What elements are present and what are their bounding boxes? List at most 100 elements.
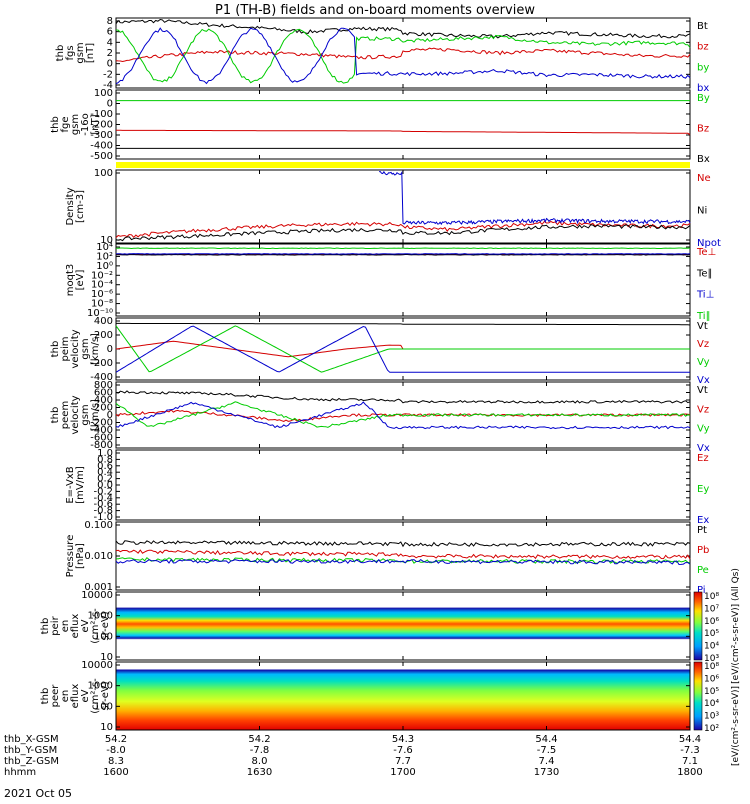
y-tick-label: 0.4 bbox=[97, 467, 113, 478]
panel-5: 400 200 0 -200 -400 thb peim velocity gsm [km/s] V… bbox=[50, 316, 710, 386]
y-tick-label: 10⁻⁴ bbox=[91, 280, 113, 291]
y-tick-label: -200 bbox=[90, 358, 113, 369]
y-tick-label: -0.4 bbox=[93, 493, 113, 504]
series-bx bbox=[115, 27, 691, 85]
y-tick-label: 10⁻⁸ bbox=[91, 299, 113, 310]
colorbar-tick: 10² bbox=[704, 724, 719, 734]
series-Vx bbox=[115, 401, 691, 430]
legend-entry: Vt bbox=[697, 385, 708, 396]
legend-entry: Vx bbox=[697, 443, 710, 454]
panel-frame bbox=[115, 449, 691, 521]
colorbar-tick: 10⁴ bbox=[704, 642, 719, 652]
panel-frame bbox=[115, 381, 691, 449]
y-tick-label: 100 bbox=[94, 701, 113, 712]
y-tick-label: -0.8 bbox=[93, 506, 113, 517]
y-tick-label: 600 bbox=[94, 388, 113, 399]
legend-entry: Ti⊥ bbox=[696, 290, 714, 301]
legend-entry: Pe bbox=[697, 565, 709, 576]
y-axis-label: moqt3 bbox=[65, 264, 76, 297]
y-tick-label: -500 bbox=[90, 151, 113, 162]
y-tick-label: -400 bbox=[90, 141, 113, 152]
series-Ne bbox=[115, 220, 691, 239]
y-tick-label: 2 bbox=[107, 48, 113, 59]
colorbar-label: [eV/(cm²-s-sr-eV)] bbox=[731, 686, 741, 766]
y-axis-label: gsm bbox=[80, 404, 91, 425]
legend-entry: Pb bbox=[697, 545, 709, 556]
y-axis-label: peir bbox=[50, 615, 61, 635]
y-axis-label: thb bbox=[50, 116, 61, 133]
y-tick-label: 0.8 bbox=[97, 454, 113, 465]
y-tick-label: 1.0 bbox=[97, 448, 113, 459]
x-axis-value: 54.2 bbox=[105, 734, 127, 745]
series-Vt bbox=[116, 322, 691, 326]
y-tick-label: 6 bbox=[107, 27, 113, 38]
y-tick-label: 10000 bbox=[81, 660, 113, 671]
legend-entry: Ey bbox=[697, 484, 709, 495]
x-axis-row-label: thb_Z-GSM bbox=[4, 756, 59, 767]
y-axis-label: Pressure bbox=[65, 535, 76, 578]
colorbar-tick: 10⁷ bbox=[704, 604, 719, 614]
y-tick-label: -200 bbox=[90, 418, 113, 429]
y-axis-label: eV bbox=[80, 619, 91, 632]
y-tick-label: -2 bbox=[103, 69, 113, 80]
y-axis-label: [nPa] bbox=[75, 543, 86, 569]
legend-entry: Npot bbox=[697, 238, 721, 249]
y-tick-label: -400 bbox=[90, 425, 113, 436]
y-tick-label: 100 bbox=[94, 88, 113, 99]
legend-entry: bz bbox=[697, 42, 709, 53]
y-axis-label: en bbox=[60, 690, 71, 703]
legend-entry: Vz bbox=[697, 339, 709, 350]
legend-entry: Vz bbox=[697, 404, 709, 415]
series-Vt bbox=[115, 390, 691, 404]
legend-entry: Pt bbox=[697, 525, 707, 536]
legend-entry: Ne bbox=[697, 173, 711, 184]
x-axis-value: -7.8 bbox=[250, 745, 270, 756]
y-tick-label: -300 bbox=[90, 130, 113, 141]
y-axis-label: thb bbox=[40, 688, 51, 705]
y-tick-label: 100 bbox=[94, 168, 113, 179]
x-axis-value: 54.4 bbox=[535, 734, 557, 745]
x-axis-value: -8.0 bbox=[106, 745, 126, 756]
colorbar-2 bbox=[693, 661, 703, 731]
y-axis-label: eV bbox=[80, 689, 91, 702]
legend-entry: Te∥ bbox=[696, 268, 713, 279]
y-tick-label: -600 bbox=[90, 433, 113, 444]
series-Ni bbox=[115, 224, 691, 242]
y-axis-label: [nT] bbox=[90, 114, 101, 134]
date-label: 2021 Oct 05 bbox=[4, 787, 72, 800]
y-tick-label: 400 bbox=[94, 316, 113, 327]
colorbar-tick: 10⁶ bbox=[704, 674, 719, 684]
legend-entry: Vt bbox=[697, 321, 708, 332]
colorbar-label: [eV/(cm²-s-sr-eV)] (All Qs) bbox=[731, 568, 741, 684]
y-tick-label: 0 bbox=[107, 410, 113, 421]
legend-entry: Te⊥ bbox=[696, 247, 716, 258]
y-tick-label: 1000 bbox=[88, 681, 113, 692]
series-Vy bbox=[115, 325, 690, 373]
y-tick-label: -0.2 bbox=[93, 486, 113, 497]
legend-entry: bx bbox=[697, 83, 709, 94]
y-tick-label: 10 bbox=[100, 722, 113, 733]
y-axis-label: [mV/m] bbox=[75, 466, 86, 504]
y-tick-label: 4 bbox=[107, 37, 113, 48]
panel-2: 1000-100-200-300-400-500 thb fge gsm -16o [nT… bbox=[50, 88, 710, 165]
series-Te∥ bbox=[116, 253, 691, 256]
y-axis-label: (cm²-s- bbox=[90, 608, 101, 644]
y-tick-label: -100 bbox=[90, 109, 113, 120]
x-axis-value: -7.6 bbox=[393, 745, 413, 756]
legend-entry: Ni bbox=[697, 206, 707, 217]
x-axis-value: 54.4 bbox=[679, 734, 701, 745]
panel-8: 0.100 0.010 0.001 Pressure [nPa] Pt Pb Pe Pi bbox=[65, 520, 709, 596]
series-by bbox=[115, 28, 691, 84]
y-tick-label: 100 bbox=[94, 631, 113, 642]
y-tick-label: 10000 bbox=[81, 590, 113, 601]
y-axis-label: Density bbox=[65, 187, 76, 225]
y-axis-label: -16o bbox=[80, 113, 91, 135]
y-axis-label: velocity bbox=[70, 329, 81, 368]
y-tick-label: -1.0 bbox=[93, 512, 113, 523]
x-axis-ephemeris: thb_X-GSM 54.2 54.2 54.3 54.4 54.4 thb_Y-GSM -8… bbox=[4, 734, 703, 778]
x-axis-value: 1600 bbox=[103, 767, 128, 778]
legend-entry: by bbox=[697, 62, 709, 73]
x-axis-value: 1700 bbox=[390, 767, 415, 778]
